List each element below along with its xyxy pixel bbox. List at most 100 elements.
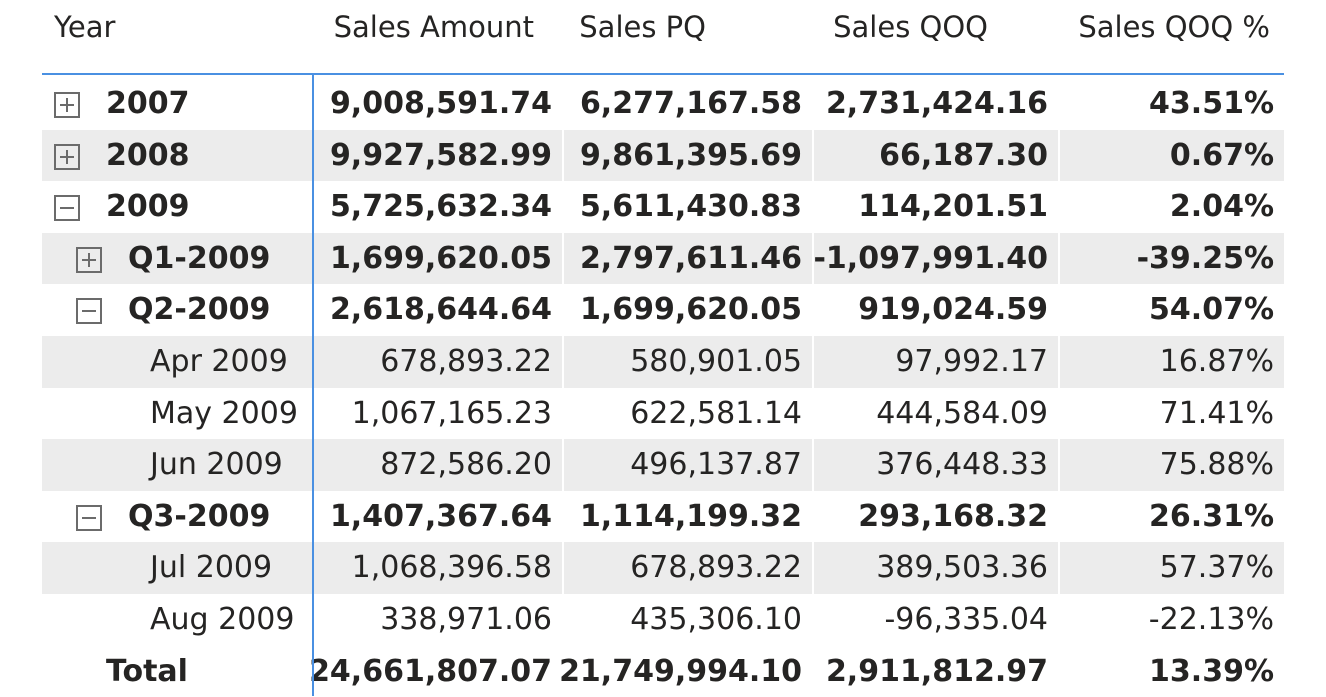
cell-sales-amount: 338,971.06 — [380, 601, 552, 637]
cell-sales-qoq-pct: 54.07% — [1149, 292, 1274, 328]
cell-sales-qoq-pct: 0.67% — [1169, 137, 1274, 173]
cell-sales-qoq: 389,503.36 — [876, 550, 1048, 586]
total-row[interactable]: Total 24,661,807.07 21,749,994.10 2,911,812… — [42, 646, 1284, 697]
cell-sales-amount: 678,893.22 — [380, 343, 552, 379]
cell-sales-amount: 2,618,644.64 — [329, 292, 552, 328]
column-separator — [1058, 439, 1060, 491]
cell-sales-qoq: 2,731,424.16 — [825, 86, 1048, 121]
cell-sales-qoq: 293,168.32 — [858, 498, 1048, 534]
minus-square-icon[interactable] — [54, 195, 80, 222]
column-separator — [562, 129, 564, 182]
cell-sales-amount: 9,927,582.99 — [329, 137, 552, 173]
column-separator — [812, 439, 814, 491]
table-row[interactable]: 2007 9,008,591.74 6,277,167.58 2,731,424.16… — [42, 78, 1284, 130]
row-header-label: 2009 — [106, 189, 190, 225]
cell-sales-amount: 1,067,165.23 — [351, 395, 552, 431]
plus-square-icon[interactable] — [54, 92, 80, 118]
cell-sales-qoq-pct: 75.88% — [1159, 447, 1274, 483]
cell-sales-qoq-pct: -22.13% — [1148, 601, 1274, 637]
cell-sales-pq: 622,581.14 — [630, 395, 802, 431]
cell-sales-amount: 1,699,620.05 — [329, 240, 552, 276]
cell-sales-qoq-pct: 26.31% — [1149, 498, 1274, 534]
row-header-label: Jul 2009 — [150, 550, 273, 586]
cell-sales-qoq: 444,584.09 — [876, 395, 1048, 431]
column-separator — [1058, 542, 1060, 594]
cell-sales-amount: 5,725,632.34 — [329, 189, 552, 225]
row-header-label: 2007 — [106, 86, 190, 121]
table-row[interactable]: Aug 2009 338,971.06 435,306.10 -96,335.04 -2… — [42, 594, 1284, 646]
cell-sales-qoq-pct: 43.51% — [1149, 86, 1274, 121]
table-row[interactable]: May 2009 1,067,165.23 622,581.14 444,584.09… — [42, 388, 1284, 440]
cell-sales-pq: 1,699,620.05 — [579, 292, 802, 328]
cell-sales-pq: 5,611,430.83 — [579, 189, 802, 225]
row-header-label: Aug 2009 — [150, 601, 295, 637]
column-separator — [562, 542, 564, 594]
table-row[interactable]: Jun 2009 872,586.20 496,137.87 376,448.33 75… — [42, 439, 1284, 491]
minus-square-icon[interactable] — [76, 298, 102, 325]
table-row[interactable]: Q3-2009 1,407,367.64 1,114,199.32 293,168.3… — [42, 491, 1284, 543]
cell-sales-qoq: 97,992.17 — [895, 343, 1048, 379]
column-header-sales-qoq-pct[interactable]: Sales QOQ % — [1078, 10, 1270, 44]
column-separator — [812, 129, 814, 182]
cell-sales-pq: 6,277,167.58 — [579, 86, 802, 121]
table-row[interactable]: 2008 9,927,582.99 9,861,395.69 66,187.30 0.6… — [42, 129, 1284, 182]
table-row[interactable]: 2009 5,725,632.34 5,611,430.83 114,201.51 2.… — [42, 181, 1284, 233]
column-header-sales-amount[interactable]: Sales Amount — [333, 10, 534, 44]
cell-sales-qoq: 66,187.30 — [879, 137, 1048, 173]
table-row[interactable]: Apr 2009 678,893.22 580,901.05 97,992.17 16.… — [42, 335, 1284, 388]
cell-sales-qoq-pct: -39.25% — [1136, 240, 1274, 276]
cell-sales-qoq: 919,024.59 — [858, 292, 1048, 328]
column-separator — [812, 542, 814, 594]
minus-square-icon[interactable] — [76, 504, 102, 531]
cell-sales-pq: 435,306.10 — [630, 601, 802, 637]
column-separator — [1058, 335, 1060, 388]
cell-sales-pq: 21,749,994.10 — [559, 653, 802, 689]
plus-square-icon[interactable] — [76, 246, 102, 273]
row-header-label: May 2009 — [150, 395, 298, 431]
column-separator — [812, 232, 814, 285]
plus-square-icon[interactable] — [54, 143, 80, 170]
row-header-label: Q3-2009 — [128, 498, 271, 534]
matrix-visual: Year Sales Amount Sales PQ Sales QOQ Sal… — [42, 0, 1284, 696]
column-header-year[interactable]: Year — [54, 10, 116, 44]
column-header-sales-qoq[interactable]: Sales QOQ — [833, 10, 988, 44]
cell-sales-amount: 872,586.20 — [380, 447, 552, 483]
table-row[interactable]: Jul 2009 1,068,396.58 678,893.22 389,503.36… — [42, 542, 1284, 594]
column-header-sales-pq[interactable]: Sales PQ — [579, 10, 706, 44]
cell-sales-amount: 1,407,367.64 — [329, 498, 552, 534]
column-separator — [562, 335, 564, 388]
row-header-label: Apr 2009 — [150, 343, 288, 379]
table-row[interactable]: Q2-2009 2,618,644.64 1,699,620.05 919,024.5… — [42, 284, 1284, 336]
cell-sales-pq: 496,137.87 — [630, 447, 802, 483]
row-header-label: Q2-2009 — [128, 292, 271, 328]
cell-sales-amount: 24,661,807.07 — [309, 653, 552, 689]
cell-sales-pq: 1,114,199.32 — [579, 498, 802, 534]
cell-sales-qoq-pct: 71.41% — [1159, 395, 1274, 431]
table-row[interactable]: Q1-2009 1,699,620.05 2,797,611.46 -1,097,99… — [42, 232, 1284, 285]
column-separator — [1058, 232, 1060, 285]
cell-sales-pq: 678,893.22 — [630, 550, 802, 586]
row-header-label: 2008 — [106, 137, 190, 173]
row-header-label: Q1-2009 — [128, 240, 271, 276]
column-separator — [562, 439, 564, 491]
cell-sales-qoq-pct: 13.39% — [1149, 653, 1274, 689]
row-header-label: Jun 2009 — [150, 447, 283, 483]
cell-sales-pq: 9,861,395.69 — [579, 137, 802, 173]
cell-sales-qoq: -1,097,991.40 — [813, 240, 1048, 276]
column-separator — [562, 232, 564, 285]
column-header-row: Year Sales Amount Sales PQ Sales QOQ Sal… — [42, 0, 1284, 75]
row-header-label: Total — [106, 653, 188, 689]
cell-sales-pq: 2,797,611.46 — [579, 240, 802, 276]
cell-sales-qoq-pct: 16.87% — [1159, 343, 1274, 379]
cell-sales-qoq: -96,335.04 — [884, 601, 1048, 637]
matrix-body: 2007 9,008,591.74 6,277,167.58 2,731,424.16… — [42, 78, 1284, 697]
column-separator — [1058, 129, 1060, 182]
cell-sales-amount: 9,008,591.74 — [329, 86, 552, 121]
cell-sales-qoq: 2,911,812.97 — [825, 653, 1048, 689]
cell-sales-qoq: 376,448.33 — [876, 447, 1048, 483]
cell-sales-pq: 580,901.05 — [630, 343, 802, 379]
cell-sales-qoq-pct: 2.04% — [1169, 189, 1274, 225]
cell-sales-qoq: 114,201.51 — [858, 189, 1048, 225]
column-separator — [812, 335, 814, 388]
cell-sales-amount: 1,068,396.58 — [351, 550, 552, 586]
